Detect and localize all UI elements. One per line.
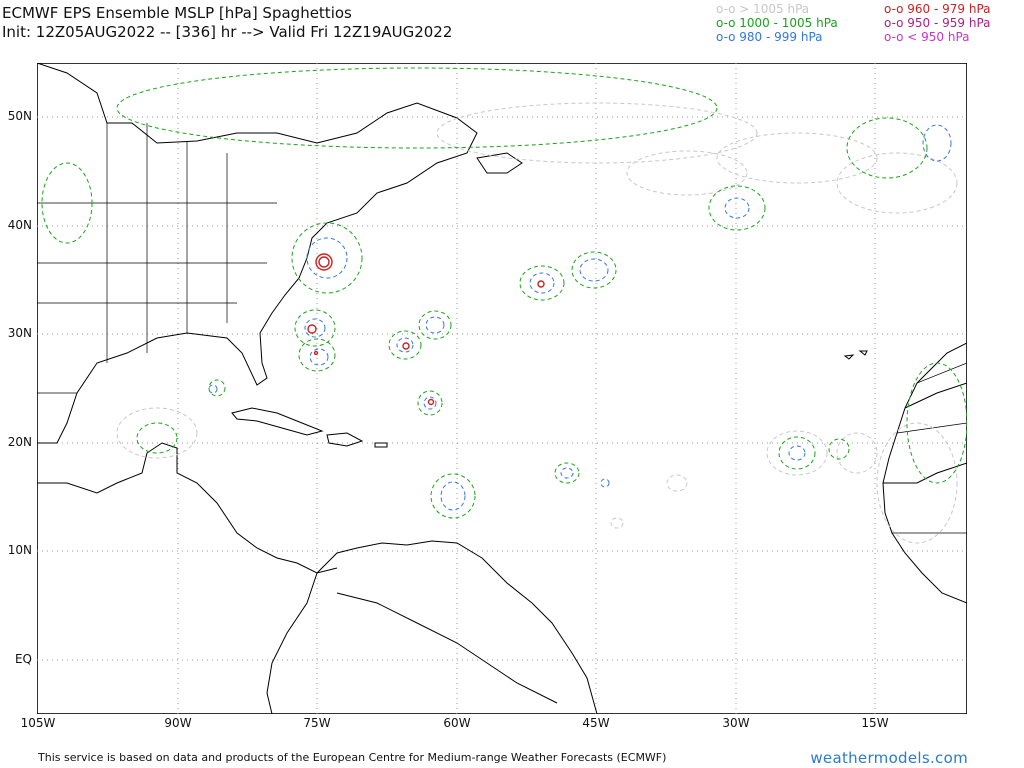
coastlines [37, 63, 967, 714]
lat-label-40n: 40N [7, 218, 32, 232]
legend-lt950: o-o < 950 hPa [884, 30, 970, 44]
lon-label-105w: 105W [20, 716, 56, 730]
lon-label-90w: 90W [164, 716, 192, 730]
title-line-1: ECMWF EPS Ensemble MSLP [hPa] Spaghettio… [2, 4, 352, 22]
lon-label-45w: 45W [582, 716, 610, 730]
lat-label-eq: EQ [14, 652, 32, 666]
map-panel [37, 63, 967, 714]
contours-red [307, 253, 545, 406]
contours-grey [116, 102, 958, 544]
lon-label-15w: 15W [861, 716, 889, 730]
lon-label-75w: 75W [303, 716, 331, 730]
title-line-2: Init: 12Z05AUG2022 -- [336] hr --> Valid… [2, 23, 453, 41]
lon-label-60w: 60W [443, 716, 471, 730]
legend-right: o-o 960 - 979 hPa o-o 950 - 959 hPa o-o … [884, 2, 991, 44]
lon-label-30w: 30W [722, 716, 750, 730]
credit-text: This service is based on data and produc… [38, 751, 667, 764]
boundaries [37, 123, 967, 534]
contours-green [41, 67, 967, 519]
legend-left: o-o > 1005 hPa o-o 1000 - 1005 hPa o-o 9… [716, 2, 838, 44]
lat-label-50n: 50N [7, 109, 32, 123]
legend-980-999: o-o 980 - 999 hPa [716, 30, 823, 44]
lat-label-10n: 10N [7, 543, 32, 557]
lat-label-20n: 20N [7, 435, 32, 449]
map-frame [37, 63, 967, 714]
legend-1000-1005: o-o 1000 - 1005 hPa [716, 16, 838, 30]
brand-link[interactable]: weathermodels.com [810, 749, 968, 767]
legend-950-959: o-o 950 - 959 hPa [884, 16, 991, 30]
contours-blue [208, 124, 952, 511]
legend-960-979: o-o 960 - 979 hPa [884, 2, 991, 16]
chart-title: ECMWF EPS Ensemble MSLP [hPa] Spaghettio… [2, 4, 452, 42]
legend-gt1005: o-o > 1005 hPa [716, 2, 810, 16]
lat-label-30n: 30N [7, 326, 32, 340]
